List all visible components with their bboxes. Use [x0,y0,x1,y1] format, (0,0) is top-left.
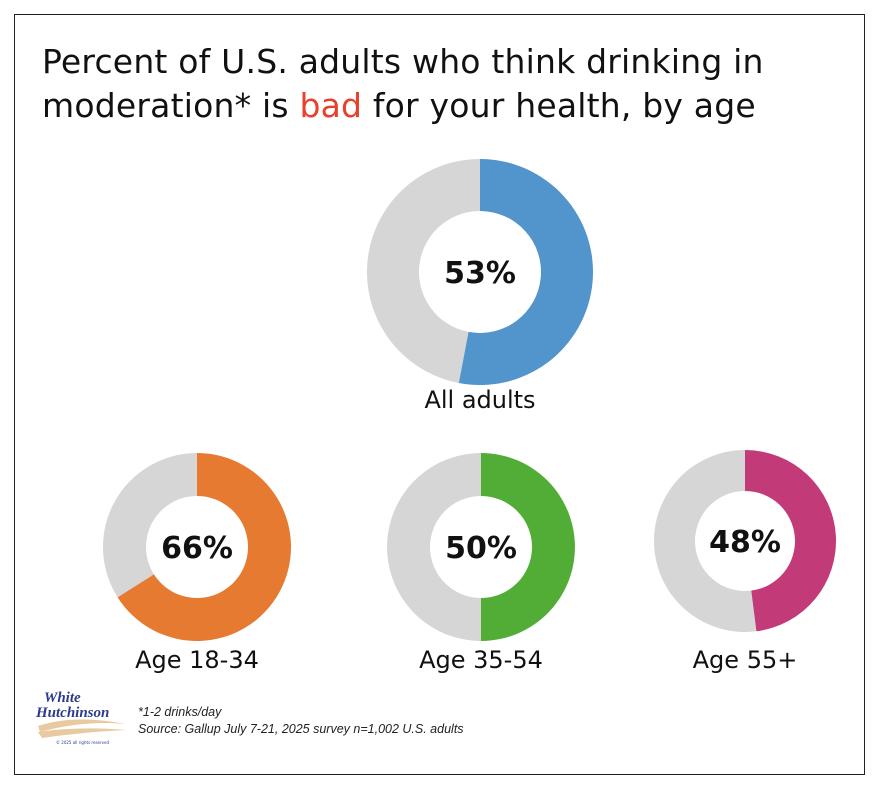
category-label-age-55-: Age 55+ [693,646,798,674]
svg-text:© 2025 all rights reserved: © 2025 all rights reserved [56,740,109,745]
donut-remainder-age-55- [654,450,757,632]
category-label-age-18-34: Age 18-34 [135,646,259,674]
donut-slice-age-35-54 [481,453,575,641]
source-note: Source: Gallup July 7-21, 2025 survey n=… [138,722,464,736]
category-label-age-35-54: Age 35-54 [419,646,543,674]
data-label-age-55-: 48% [709,525,781,560]
title-highlight: bad [299,86,363,125]
donut-remainder-all-adults [366,159,480,383]
donut-remainder-age-35-54 [387,453,481,641]
category-label-all-adults: All adults [424,386,535,414]
svg-text:Hutchinson: Hutchinson [35,705,109,721]
donut-remainder-age-18-34 [102,453,197,598]
chart-title: Percent of U.S. adults who think drinkin… [42,40,764,128]
title-line-2b: for your health, by age [362,86,756,125]
footnote: *1-2 drinks/day [138,705,222,719]
title-line-2a: moderation* is [42,86,300,125]
data-label-all-adults: 53% [444,256,516,291]
donut-slice-age-18-34 [117,453,291,642]
white-hutchinson-logo: White Hutchinson © 2025 all rights reser… [35,690,126,745]
donut-slice-age-55- [745,450,836,632]
chart-frame [14,14,865,775]
data-label-age-18-34: 66% [161,531,233,566]
donut-slice-all-adults [458,159,593,385]
data-label-age-35-54: 50% [445,531,517,566]
title-line-1: Percent of U.S. adults who think drinkin… [42,42,764,81]
svg-text:White: White [44,690,81,706]
